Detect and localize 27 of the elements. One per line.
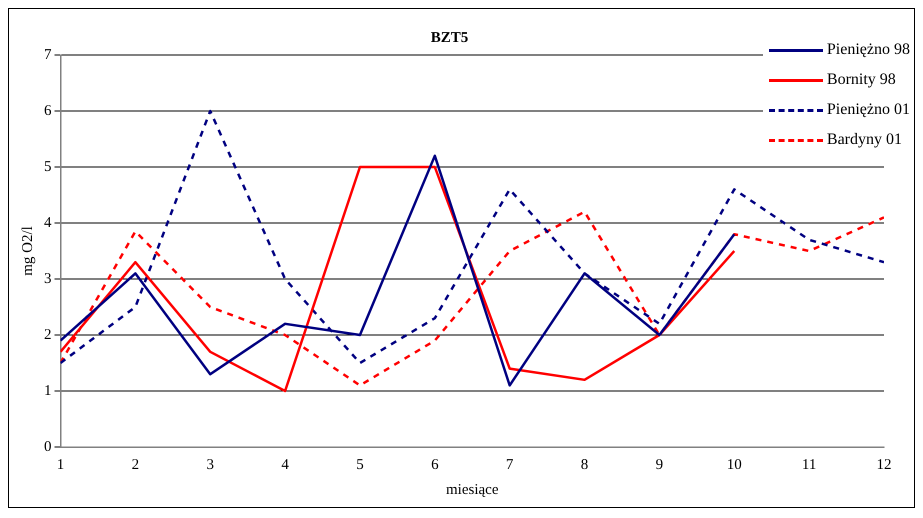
- x-tick-label: 12: [876, 456, 892, 473]
- x-tick-label: 3: [206, 456, 214, 473]
- y-tick-label: 3: [44, 270, 52, 287]
- y-tick-label: 7: [44, 46, 52, 63]
- legend-label: Bardyny 01: [826, 131, 902, 149]
- legend-label: Pieniężno 01: [826, 101, 910, 119]
- y-tick-label: 0: [44, 438, 52, 455]
- y-tick-label: 5: [44, 158, 52, 175]
- legend-label: Pieniężno 98: [826, 41, 910, 59]
- x-tick-label: 8: [580, 456, 588, 473]
- chart-title: BZT5: [430, 30, 468, 46]
- legend-label: Bornity 98: [826, 71, 896, 89]
- y-tick-label: 4: [44, 214, 52, 231]
- x-tick-label: 7: [506, 456, 514, 473]
- x-tick-label: 2: [132, 456, 140, 473]
- x-tick-label: 9: [656, 456, 664, 473]
- y-tick-label: 2: [44, 326, 52, 343]
- x-tick-label: 11: [802, 456, 816, 473]
- x-axis-title: miesiące: [446, 482, 499, 498]
- x-tick-label: 10: [726, 456, 742, 473]
- y-tick-label: 6: [44, 102, 52, 119]
- x-tick-label: 5: [356, 456, 364, 473]
- x-tick-label: 6: [431, 456, 440, 473]
- y-tick-label: 1: [44, 382, 52, 399]
- y-axis-title: mg O2/l: [20, 226, 36, 276]
- x-tick-label: 1: [56, 456, 64, 473]
- x-tick-label: 4: [281, 456, 290, 473]
